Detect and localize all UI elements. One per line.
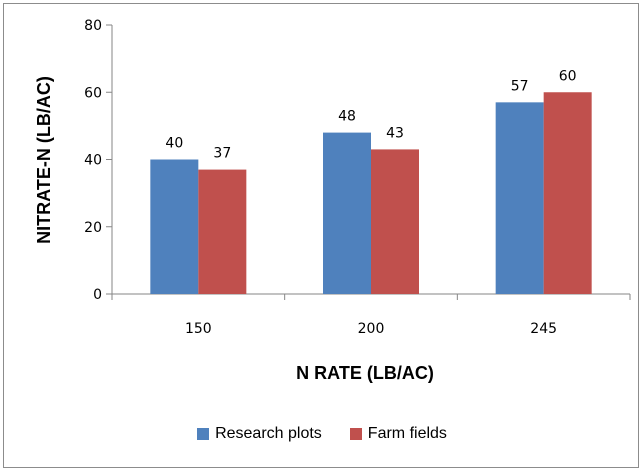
data-label: 43	[386, 125, 404, 141]
y-tick-label: 40	[84, 153, 102, 169]
y-axis: 0 20 40 60 80	[84, 18, 113, 303]
data-labels: 40 37 48 43 57 60	[165, 68, 576, 161]
x-axis: 150 200 245	[111, 293, 631, 337]
bar-farm-fields	[198, 169, 247, 294]
data-label: 48	[338, 109, 356, 125]
x-tick-label: 200	[358, 321, 385, 337]
x-tick-label: 150	[185, 321, 212, 337]
y-tick-label: 80	[84, 18, 102, 34]
data-label: 40	[165, 136, 183, 152]
legend-swatch-research-plots	[197, 428, 210, 440]
legend-item-research-plots: Research plots	[197, 425, 322, 443]
legend-item-farm-fields: Farm fields	[349, 425, 447, 443]
x-axis-title: N RATE (LB/AC)	[296, 363, 434, 383]
bar-research-plots	[150, 159, 199, 294]
legend-swatch-farm-fields	[349, 428, 362, 440]
data-label: 60	[559, 68, 577, 84]
bars	[150, 92, 592, 295]
data-label: 37	[213, 146, 231, 162]
x-tick-label: 245	[530, 321, 557, 337]
bar-farm-fields	[543, 92, 592, 294]
y-tick-label: 0	[93, 287, 102, 303]
legend-label-research-plots: Research plots	[215, 425, 322, 442]
legend: Research plots Farm fields	[0, 425, 644, 443]
bar-research-plots	[495, 102, 544, 295]
y-axis-title: NITRATE-N (LB/AC)	[34, 76, 54, 244]
y-tick-label: 20	[84, 220, 102, 236]
bar-research-plots	[323, 132, 371, 294]
y-tick-label: 60	[84, 85, 102, 101]
bar-farm-fields	[371, 149, 419, 294]
data-label: 57	[511, 78, 529, 94]
legend-label-farm-fields: Farm fields	[367, 425, 447, 442]
